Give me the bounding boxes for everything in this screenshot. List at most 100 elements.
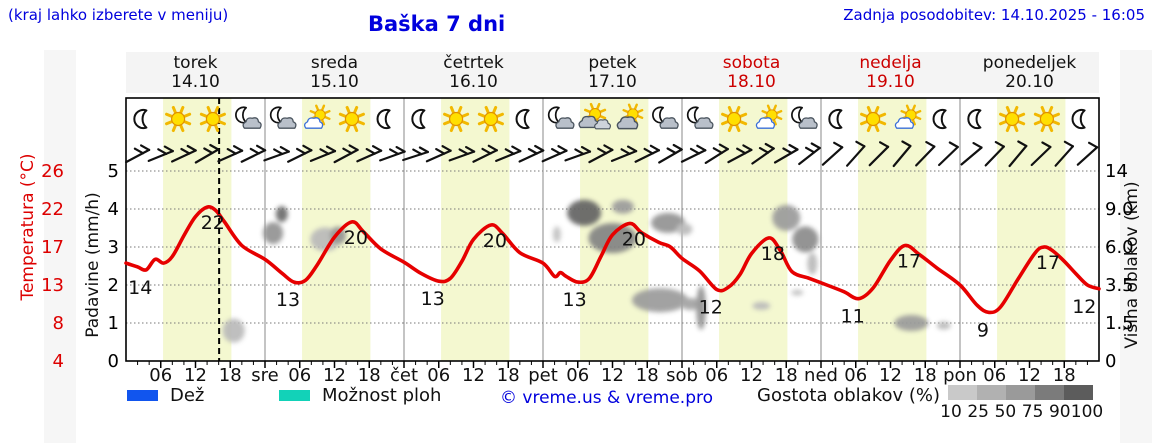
- density-tick-label: 50: [994, 402, 1017, 422]
- wind-barb: [588, 144, 614, 164]
- wind-barb: [610, 145, 638, 162]
- density-tick-label: 75: [1021, 402, 1044, 422]
- day-date: 15.10: [310, 72, 359, 92]
- cloud-blob: [936, 321, 951, 330]
- cloud-height-axis-ticks-tick: 1.5: [1105, 313, 1134, 334]
- sun-cloud-white-icon: [303, 104, 331, 129]
- sun-clouds-gray-icon: [578, 102, 611, 130]
- sun-cloud-white-icon: [755, 104, 783, 129]
- temp-extreme-label: 17: [1036, 252, 1060, 274]
- copyright-link[interactable]: © vreme.us & vreme.pro: [500, 388, 714, 408]
- cloud-height-axis-ticks-tick: 9.0: [1105, 199, 1134, 220]
- sun-icon: [338, 105, 365, 133]
- density-step-25: [977, 385, 1006, 400]
- day-date: 18.10: [727, 72, 776, 92]
- wind-barb: [658, 143, 683, 164]
- cloud-blob: [680, 298, 701, 310]
- x-tick-label: 12: [323, 365, 346, 386]
- cloud-height-axis-ticks-tick: 14: [1105, 161, 1128, 182]
- wind-barb: [333, 144, 359, 164]
- right-margin-strip: [1120, 50, 1152, 443]
- wind-barb: [287, 144, 313, 163]
- x-tick-label: 12: [601, 365, 624, 386]
- cloud-blob: [696, 285, 707, 330]
- precip-axis-ticks-tick: 5: [108, 161, 119, 182]
- left-margin-strip: [44, 50, 76, 443]
- wind-barb: [518, 144, 545, 163]
- x-tick-label: 12: [879, 365, 902, 386]
- temp-extreme-label: 14: [128, 277, 152, 299]
- day-date: 14.10: [171, 72, 220, 92]
- x-tick-label: 12: [1018, 365, 1041, 386]
- wind-barb: [217, 145, 244, 163]
- x-axis: 06 12 18 06 12 18 06 12 18 06 12 18 06 12 18 06 12 18 06 12…: [137, 361, 1088, 386]
- wind-barb: [194, 143, 220, 164]
- cloud-density-legend-label: Gostota oblakov (%): [757, 385, 941, 406]
- wind-barb: [751, 142, 775, 165]
- sun-icon: [165, 105, 192, 133]
- moon-icon: [133, 108, 148, 130]
- x-day-boundary-label: sre: [251, 365, 278, 386]
- day-header-band: [126, 52, 1099, 93]
- wind-barb: [541, 145, 568, 163]
- cloud-blob: [263, 222, 284, 245]
- x-tick-label: 12: [740, 365, 763, 386]
- precip-axis-ticks-tick: 0: [108, 351, 119, 372]
- temp-extreme-label: 11: [841, 306, 865, 328]
- density-tick-label: 90: [1048, 402, 1071, 422]
- precip-axis-ticks-tick: 4: [108, 199, 119, 220]
- sun-icon: [477, 105, 504, 133]
- x-tick-label: 18: [219, 365, 242, 386]
- sun-icon: [721, 105, 748, 133]
- temp-extreme-label: 12: [1072, 296, 1096, 318]
- moon-icon: [376, 108, 391, 130]
- daylight-band: [719, 98, 788, 361]
- weather-icons-row: [133, 102, 1086, 133]
- cloud-blob: [611, 199, 634, 214]
- wind-barb: [727, 144, 753, 164]
- moon-icon: [967, 108, 982, 130]
- wind-barb: [472, 144, 498, 163]
- showers-legend-swatch: [279, 390, 310, 401]
- wind-barb: [240, 144, 267, 163]
- moon-icon: [411, 108, 426, 130]
- x-tick-label: 06: [288, 365, 311, 386]
- temp-extreme-label: 13: [421, 288, 445, 310]
- cloud-blob: [567, 199, 602, 226]
- cloud-height-axis-ticks-tick: 6.0: [1105, 237, 1134, 258]
- x-tick-label: 12: [462, 365, 485, 386]
- precip-axis-ticks: 5 4 3 2 1 0: [108, 161, 119, 372]
- day-name: sreda: [310, 53, 359, 73]
- sun-icon: [1033, 105, 1060, 133]
- rain-legend-label: Dež: [170, 385, 205, 406]
- day-name: torek: [173, 53, 218, 73]
- wind-barb: [704, 143, 729, 164]
- cloud-layers: [222, 199, 951, 343]
- density-tick-label: 100: [1070, 402, 1104, 422]
- temperature-axis-ticks-tick: 4: [53, 351, 64, 372]
- wind-barb: [495, 145, 522, 162]
- wind-barb: [773, 143, 799, 164]
- x-tick-label: 06: [844, 365, 867, 386]
- cloud-blob: [222, 318, 245, 343]
- temp-extreme-label: 20: [622, 228, 646, 250]
- temp-extreme-label: 17: [897, 250, 921, 272]
- x-tick-label: 18: [914, 365, 937, 386]
- wind-barb: [937, 141, 959, 167]
- showers-legend-label: Možnost ploh: [322, 385, 442, 406]
- sun-cloud-gray-icon: [616, 103, 644, 130]
- moon-icon: [515, 108, 530, 130]
- x-day-boundary-label: ned: [804, 365, 838, 386]
- wind-barb: [448, 146, 476, 162]
- moon-cloud-icon: [791, 106, 818, 129]
- day-date: 16.10: [449, 72, 498, 92]
- density-tick-label: 10: [940, 402, 962, 422]
- cloud-height-axis-ticks: 14 9.0 6.0 3.5 1.5 0: [1105, 161, 1134, 372]
- density-step-10: [948, 385, 977, 400]
- wind-barb: [171, 144, 197, 163]
- x-tick-label: 12: [184, 365, 207, 386]
- wind-barb: [821, 141, 844, 166]
- temperature-axis-ticks-tick: 17: [41, 237, 64, 258]
- temperature-extreme-labels: 14 22 13 20 13 20 13 20 12 18 11 17 9 17 12: [128, 212, 1096, 341]
